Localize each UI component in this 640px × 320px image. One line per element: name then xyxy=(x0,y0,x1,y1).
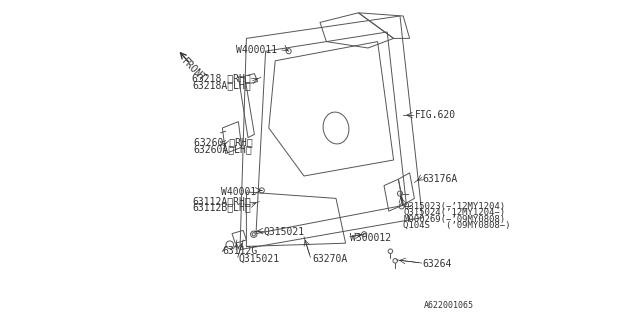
Text: Q315023(−’12MY1204): Q315023(−’12MY1204) xyxy=(403,202,506,211)
Text: Q104S   (’09MY0808−): Q104S (’09MY0808−) xyxy=(403,221,511,230)
Text: W400011: W400011 xyxy=(236,44,277,55)
Text: 63112B〈LH〉: 63112B〈LH〉 xyxy=(193,202,251,212)
Text: Q315021: Q315021 xyxy=(264,227,305,237)
Text: FIG.620: FIG.620 xyxy=(415,110,456,120)
Text: 63112G: 63112G xyxy=(223,246,258,256)
Text: W300012: W300012 xyxy=(351,233,392,244)
Text: 63264: 63264 xyxy=(422,259,452,269)
Text: 63260A〈LH〉: 63260A〈LH〉 xyxy=(193,144,252,154)
Text: 63176A: 63176A xyxy=(422,174,458,184)
Text: 63218 〈RH〉: 63218 〈RH〉 xyxy=(193,73,251,84)
Text: FRONT: FRONT xyxy=(180,56,207,84)
Text: M000269(−’09MY0808): M000269(−’09MY0808) xyxy=(403,215,506,224)
Text: 63260 〈RH〉: 63260 〈RH〉 xyxy=(193,137,252,148)
Text: W40001: W40001 xyxy=(221,187,256,197)
Text: Q315024(’12MY1204−): Q315024(’12MY1204−) xyxy=(403,208,506,217)
Text: 63270A: 63270A xyxy=(312,253,348,264)
Text: A622001065: A622001065 xyxy=(424,301,474,310)
Text: Q315021: Q315021 xyxy=(239,253,280,264)
Text: 63112A〈RH〉: 63112A〈RH〉 xyxy=(193,196,251,207)
Text: 63218A〈LH〉: 63218A〈LH〉 xyxy=(193,80,251,90)
